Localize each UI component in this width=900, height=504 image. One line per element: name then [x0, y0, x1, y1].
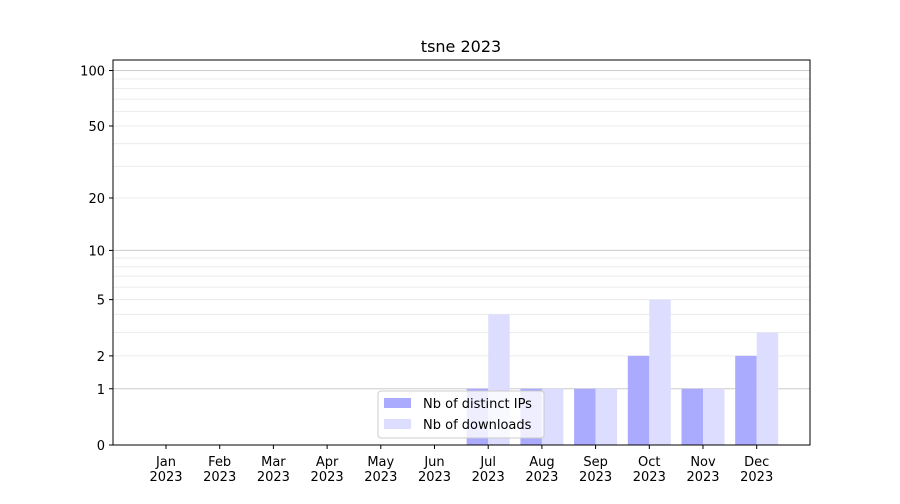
y-tick-label: 5	[97, 294, 105, 309]
legend-box	[377, 390, 545, 439]
bar-downloads	[595, 388, 618, 445]
bar-distinct-ips	[574, 388, 596, 445]
y-tick-label: 0	[97, 439, 105, 454]
y-tick-label: 50	[88, 120, 105, 135]
x-tick-label: Apr 2023	[311, 455, 344, 485]
x-tick-label: Jul 2023	[472, 455, 505, 485]
legend-swatch	[384, 398, 411, 408]
bar-distinct-ips	[735, 355, 757, 445]
y-axis: 0 1 2 5 10 20 50 100	[80, 65, 113, 454]
y-tick-label: 2	[97, 350, 105, 365]
bar-downloads	[649, 299, 671, 445]
bar-downloads	[703, 388, 725, 445]
x-tick-label: May 2023	[364, 455, 397, 485]
legend-label: Nb of downloads	[423, 418, 532, 433]
x-tick-label: Feb 2023	[203, 455, 236, 485]
x-tick-label: Nov 2023	[686, 455, 719, 485]
x-axis: Jan 2023 Feb 2023 Mar 2023 Apr 2023 May 2023 Jun 20…	[149, 445, 773, 485]
x-tick-label: Oct 2023	[633, 455, 666, 485]
bar-distinct-ips	[627, 355, 650, 445]
legend-swatch	[384, 419, 411, 429]
x-tick-label: Mar 2023	[257, 455, 290, 485]
bar-distinct-ips	[681, 388, 703, 445]
y-tick-label: 10	[88, 244, 105, 259]
chart-title: tsne 2023	[421, 37, 501, 56]
x-tick-label: Jan 2023	[149, 455, 182, 485]
bar-downloads	[541, 388, 564, 445]
legend-label: Nb of distinct IPs	[423, 397, 532, 412]
legend: Nb of distinct IPs Nb of downloads	[377, 390, 545, 439]
plot-frame	[112, 59, 811, 446]
bar-downloads	[756, 332, 779, 445]
x-tick-label: Sep 2023	[579, 455, 612, 485]
x-tick-label: Aug 2023	[525, 455, 558, 485]
x-tick-label: Jun 2023	[418, 455, 451, 485]
x-tick-label: Dec 2023	[740, 455, 773, 485]
y-tick-label: 100	[80, 65, 105, 80]
grid	[113, 70, 810, 390]
y-tick-label: 20	[88, 192, 105, 207]
y-tick-label: 1	[97, 383, 105, 398]
